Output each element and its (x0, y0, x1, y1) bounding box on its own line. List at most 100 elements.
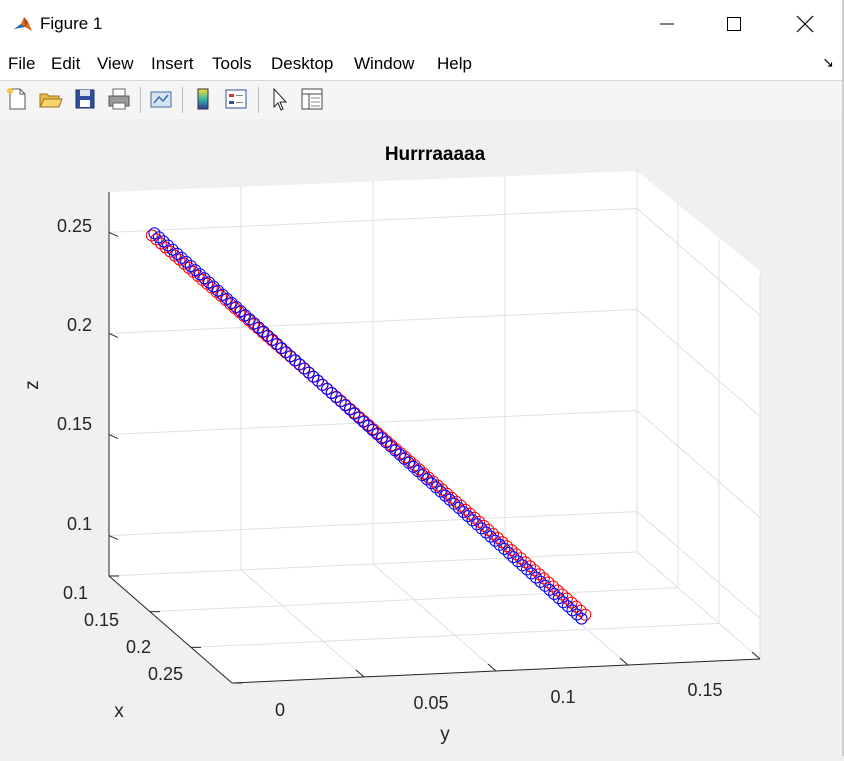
scatter-point (193, 268, 206, 281)
scatter-point (155, 237, 167, 250)
scatter-point (498, 542, 511, 555)
edit-plot-icon[interactable] (267, 86, 293, 112)
scatter-point (325, 387, 338, 400)
property-inspector-icon[interactable] (299, 86, 325, 112)
maximize-button[interactable] (701, 0, 767, 48)
scatter-point (252, 321, 265, 334)
scatter-point (330, 391, 343, 404)
scatter-point (212, 284, 224, 297)
scatter-point (171, 247, 184, 260)
z-axis-label: z (22, 380, 43, 390)
scatter-point (384, 440, 397, 453)
scatter-point (302, 366, 315, 379)
scatter-point (427, 475, 440, 488)
scatter-point (431, 479, 444, 492)
z-tick-label: 0.15 (57, 414, 92, 434)
link-plot-icon[interactable] (148, 86, 174, 112)
scatter-point (189, 264, 202, 277)
z-tick-mark (108, 231, 119, 237)
scatter-point (166, 243, 179, 256)
scatter-point (561, 600, 574, 613)
scatter-point (348, 407, 361, 420)
x-tick-label: 0.2 (126, 637, 151, 657)
scatter-point (525, 567, 538, 580)
scatter-point (205, 281, 218, 294)
toolbar-separator (140, 87, 141, 113)
y-tick-mark (487, 663, 497, 672)
scatter-point (416, 469, 429, 482)
open-file-icon[interactable] (37, 86, 63, 112)
scatter-point (230, 301, 243, 313)
menu-desktop[interactable]: Desktop (271, 54, 334, 73)
scatter-point (539, 579, 552, 592)
menu-file[interactable]: File (8, 54, 36, 73)
scatter-point (321, 383, 334, 395)
scatter-point (484, 530, 497, 543)
print-icon[interactable] (106, 86, 132, 112)
menu-insert[interactable]: Insert (151, 54, 194, 73)
minimize-button[interactable] (634, 0, 700, 48)
scatter-point (422, 471, 435, 484)
scatter-point (266, 333, 279, 346)
insert-legend-icon[interactable] (223, 86, 249, 112)
grid-line (636, 551, 761, 660)
scatter-point (473, 515, 486, 528)
scatter-point (411, 465, 424, 477)
scatter-point (362, 419, 374, 432)
scatter-markers (145, 227, 592, 625)
scatter-point (402, 456, 415, 469)
scatter-point (516, 559, 529, 572)
scatter-point (579, 608, 592, 621)
grid-line (636, 208, 761, 316)
scatter-point (565, 596, 578, 609)
scatter-point (173, 253, 186, 266)
window-title: Figure 1 (40, 14, 103, 33)
dock-arrow-icon[interactable]: ↘ (822, 54, 834, 70)
menu-edit[interactable]: Edit (51, 54, 81, 73)
new-figure-icon[interactable] (4, 86, 30, 112)
insert-colorbar-icon[interactable] (190, 86, 216, 112)
z-tick-mark (108, 333, 119, 338)
scatter-point (459, 503, 472, 516)
y-tick-mark (355, 669, 365, 678)
menu-help[interactable]: Help (437, 54, 472, 73)
scatter-point (196, 273, 209, 286)
save-icon[interactable] (72, 86, 98, 112)
scatter-point (407, 460, 420, 473)
scatter-point (471, 518, 483, 531)
scatter-point (271, 337, 284, 350)
y-tick-label: 0.1 (550, 687, 575, 707)
scatter-point (543, 583, 556, 596)
scatter-point (178, 257, 191, 270)
scatter-point (159, 241, 172, 254)
scatter-point (184, 260, 197, 272)
scatter-point (454, 499, 467, 512)
scatter-point (216, 288, 229, 301)
scatter-point (574, 604, 587, 617)
menu-view[interactable]: View (97, 54, 134, 73)
menu-window[interactable]: Window (354, 54, 415, 73)
close-icon (796, 15, 814, 33)
scatter-point (339, 399, 352, 412)
scatter-point (500, 540, 513, 553)
scatter-point (198, 272, 211, 285)
scatter-point (480, 526, 493, 539)
grid-line (636, 410, 761, 518)
scatter-point (221, 292, 234, 305)
scatter-point (552, 592, 565, 605)
scatter-point (511, 555, 524, 568)
z-tick-label: 0.25 (57, 216, 92, 236)
scatter-point (450, 495, 463, 508)
scatter-point (275, 342, 288, 354)
minimize-icon (660, 23, 674, 25)
scatter-point (537, 572, 550, 585)
scatter-point (575, 612, 588, 625)
x-axis-label: x (114, 701, 124, 722)
grid-line (108, 551, 638, 577)
close-button[interactable] (772, 0, 838, 48)
scatter-point (380, 436, 393, 449)
x-tick-label: 0.15 (84, 610, 119, 630)
scatter-point (207, 280, 220, 293)
scatter-point (542, 576, 555, 589)
menu-tools[interactable]: Tools (212, 54, 252, 73)
